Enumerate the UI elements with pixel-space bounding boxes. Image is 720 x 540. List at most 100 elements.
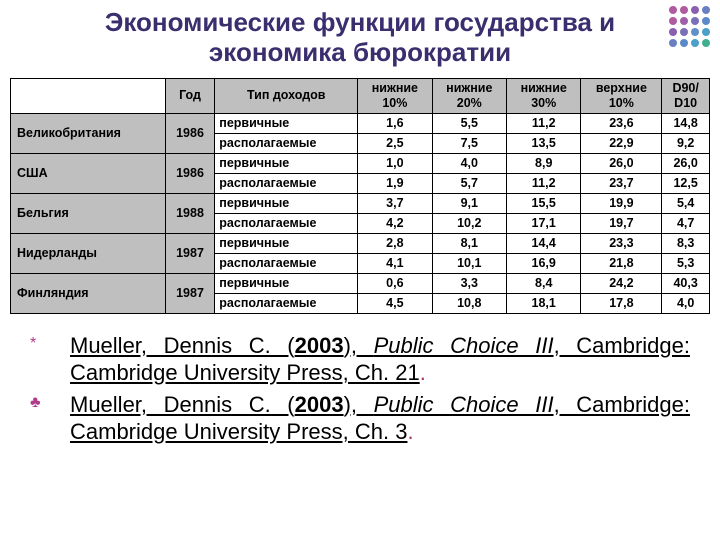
col-header: нижние20% bbox=[432, 78, 506, 113]
value-cell: 18,1 bbox=[507, 293, 581, 313]
corner-dot bbox=[669, 17, 677, 25]
col-header: нижние30% bbox=[507, 78, 581, 113]
title-line-1: Экономические функции государства и bbox=[105, 7, 615, 37]
year-cell: 1987 bbox=[165, 233, 215, 273]
value-cell: 17,1 bbox=[507, 213, 581, 233]
corner-dot-grid bbox=[669, 6, 710, 47]
value-cell: 4,7 bbox=[662, 213, 710, 233]
value-cell: 4,1 bbox=[358, 253, 432, 273]
corner-dot bbox=[691, 6, 699, 14]
value-cell: 4,0 bbox=[662, 293, 710, 313]
corner-dot bbox=[702, 6, 710, 14]
title-line-2: экономика бюрократии bbox=[209, 37, 511, 67]
table-body: Великобритания1986первичные1,65,511,223,… bbox=[11, 113, 710, 313]
country-cell: США bbox=[11, 153, 166, 193]
value-cell: 1,0 bbox=[358, 153, 432, 173]
value-cell: 15,5 bbox=[507, 193, 581, 213]
value-cell: 1,9 bbox=[358, 173, 432, 193]
corner-dot bbox=[691, 17, 699, 25]
income-type-cell: располагаемые bbox=[215, 133, 358, 153]
value-cell: 21,8 bbox=[581, 253, 662, 273]
col-header: верхние10% bbox=[581, 78, 662, 113]
country-cell: Бельгия bbox=[11, 193, 166, 233]
income-type-cell: располагаемые bbox=[215, 173, 358, 193]
value-cell: 11,2 bbox=[507, 173, 581, 193]
value-cell: 14,8 bbox=[662, 113, 710, 133]
value-cell: 23,7 bbox=[581, 173, 662, 193]
value-cell: 13,5 bbox=[507, 133, 581, 153]
income-type-cell: располагаемые bbox=[215, 253, 358, 273]
table-row: Великобритания1986первичные1,65,511,223,… bbox=[11, 113, 710, 133]
value-cell: 8,1 bbox=[432, 233, 506, 253]
value-cell: 9,1 bbox=[432, 193, 506, 213]
value-cell: 14,4 bbox=[507, 233, 581, 253]
value-cell: 2,8 bbox=[358, 233, 432, 253]
table-row: США1986первичные1,04,08,926,026,0 bbox=[11, 153, 710, 173]
table-row: Бельгия1988первичные3,79,115,519,95,4 bbox=[11, 193, 710, 213]
value-cell: 8,4 bbox=[507, 273, 581, 293]
references-block: *Mueller, Dennis C. (2003), Public Choic… bbox=[30, 332, 690, 446]
corner-dot bbox=[702, 17, 710, 25]
corner-dot bbox=[680, 6, 688, 14]
table-row: Финляндия1987первичные0,63,38,424,240,3 bbox=[11, 273, 710, 293]
value-cell: 40,3 bbox=[662, 273, 710, 293]
country-cell: Нидерланды bbox=[11, 233, 166, 273]
value-cell: 26,0 bbox=[662, 153, 710, 173]
value-cell: 5,7 bbox=[432, 173, 506, 193]
value-cell: 4,5 bbox=[358, 293, 432, 313]
value-cell: 24,2 bbox=[581, 273, 662, 293]
income-type-cell: первичные bbox=[215, 233, 358, 253]
value-cell: 19,7 bbox=[581, 213, 662, 233]
value-cell: 10,8 bbox=[432, 293, 506, 313]
value-cell: 5,4 bbox=[662, 193, 710, 213]
corner-dot bbox=[669, 28, 677, 36]
value-cell: 17,8 bbox=[581, 293, 662, 313]
income-type-cell: первичные bbox=[215, 113, 358, 133]
value-cell: 19,9 bbox=[581, 193, 662, 213]
reference-marker: * bbox=[30, 332, 70, 387]
corner-dot bbox=[702, 28, 710, 36]
reference-text: Mueller, Dennis C. (2003), Public Choice… bbox=[70, 332, 690, 387]
value-cell: 3,7 bbox=[358, 193, 432, 213]
value-cell: 11,2 bbox=[507, 113, 581, 133]
slide-title: Экономические функции государства и экон… bbox=[0, 0, 720, 72]
year-cell: 1986 bbox=[165, 113, 215, 153]
income-type-cell: первичные bbox=[215, 273, 358, 293]
col-header: нижние10% bbox=[358, 78, 432, 113]
col-header: Год bbox=[165, 78, 215, 113]
value-cell: 8,3 bbox=[662, 233, 710, 253]
corner-dot bbox=[691, 39, 699, 47]
value-cell: 10,1 bbox=[432, 253, 506, 273]
col-header bbox=[11, 78, 166, 113]
year-cell: 1988 bbox=[165, 193, 215, 233]
value-cell: 5,5 bbox=[432, 113, 506, 133]
value-cell: 1,6 bbox=[358, 113, 432, 133]
value-cell: 7,5 bbox=[432, 133, 506, 153]
col-header: Тип доходов bbox=[215, 78, 358, 113]
value-cell: 26,0 bbox=[581, 153, 662, 173]
corner-dot bbox=[669, 6, 677, 14]
value-cell: 10,2 bbox=[432, 213, 506, 233]
year-cell: 1986 bbox=[165, 153, 215, 193]
reference-item: *Mueller, Dennis C. (2003), Public Choic… bbox=[30, 332, 690, 387]
reference-item: ♣Mueller, Dennis C. (2003), Public Choic… bbox=[30, 391, 690, 446]
value-cell: 8,9 bbox=[507, 153, 581, 173]
value-cell: 0,6 bbox=[358, 273, 432, 293]
table-row: Нидерланды1987первичные2,88,114,423,38,3 bbox=[11, 233, 710, 253]
country-cell: Великобритания bbox=[11, 113, 166, 153]
value-cell: 23,6 bbox=[581, 113, 662, 133]
year-cell: 1987 bbox=[165, 273, 215, 313]
corner-dot bbox=[669, 39, 677, 47]
value-cell: 23,3 bbox=[581, 233, 662, 253]
corner-dot bbox=[680, 17, 688, 25]
income-type-cell: первичные bbox=[215, 153, 358, 173]
income-type-cell: располагаемые bbox=[215, 293, 358, 313]
value-cell: 5,3 bbox=[662, 253, 710, 273]
col-header: D90/D10 bbox=[662, 78, 710, 113]
value-cell: 12,5 bbox=[662, 173, 710, 193]
value-cell: 22,9 bbox=[581, 133, 662, 153]
reference-text: Mueller, Dennis C. (2003), Public Choice… bbox=[70, 391, 690, 446]
value-cell: 9,2 bbox=[662, 133, 710, 153]
corner-dot bbox=[691, 28, 699, 36]
income-type-cell: первичные bbox=[215, 193, 358, 213]
